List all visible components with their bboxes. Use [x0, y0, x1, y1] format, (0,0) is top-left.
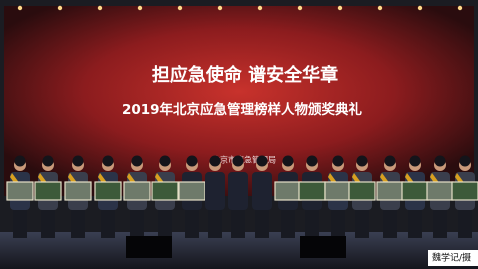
legs — [13, 210, 27, 238]
hair — [357, 156, 368, 167]
legs — [433, 210, 447, 238]
legs — [185, 210, 199, 238]
spotlight — [338, 6, 342, 10]
legs — [383, 210, 397, 238]
plaque — [349, 182, 375, 200]
body — [228, 172, 248, 210]
hair — [460, 156, 471, 167]
plaque — [325, 182, 351, 200]
hair — [333, 156, 344, 167]
hair — [435, 156, 446, 167]
speaker — [300, 236, 346, 258]
spotlight — [218, 6, 222, 10]
plaque — [299, 182, 325, 200]
spotlight — [258, 6, 262, 10]
hair — [187, 156, 198, 167]
page: 担应急使命 谱安全华章 2019年北京应急管理榜样人物颁奖典礼 北京市应急管理局… — [0, 0, 478, 269]
plaque — [402, 182, 428, 200]
hair — [307, 156, 318, 167]
hair — [410, 156, 421, 167]
hair — [43, 156, 54, 167]
plaque — [452, 182, 478, 200]
spotlight — [178, 6, 182, 10]
legs — [101, 210, 115, 238]
plaque — [35, 182, 61, 200]
spotlight — [298, 6, 302, 10]
plaque — [275, 182, 301, 200]
plaque — [179, 182, 205, 200]
photo-credit: 魏学记/摄 — [432, 252, 471, 264]
hair — [15, 156, 26, 167]
legs — [281, 210, 295, 238]
legs — [355, 210, 369, 238]
legs — [408, 210, 422, 238]
legs — [208, 210, 222, 238]
legs — [158, 210, 172, 238]
legs — [41, 210, 55, 238]
legs — [255, 210, 269, 238]
plaque — [427, 182, 453, 200]
spotlight — [378, 6, 382, 10]
speaker — [126, 236, 172, 258]
plaque — [65, 182, 91, 200]
spotlight — [418, 6, 422, 10]
plaque — [7, 182, 33, 200]
hair — [73, 156, 84, 167]
slogan: 担应急使命 谱安全华章 — [152, 64, 338, 86]
plaque — [95, 182, 121, 200]
hair — [233, 156, 244, 167]
legs — [231, 210, 245, 238]
hair — [103, 156, 114, 167]
event-title: 2019年北京应急管理榜样人物颁奖典礼 — [122, 101, 363, 118]
plaque — [377, 182, 403, 200]
hair — [160, 156, 171, 167]
spotlight — [138, 6, 142, 10]
hair — [385, 156, 396, 167]
spotlight — [458, 6, 462, 10]
plaque — [124, 182, 150, 200]
legs — [331, 210, 345, 238]
plaque — [152, 182, 178, 200]
hair — [283, 156, 294, 167]
photo: 担应急使命 谱安全华章 2019年北京应急管理榜样人物颁奖典礼 北京市应急管理局… — [0, 0, 478, 269]
legs — [305, 210, 319, 238]
spotlight — [98, 6, 102, 10]
spotlight — [18, 6, 22, 10]
hair — [210, 156, 221, 167]
legs — [130, 210, 144, 238]
body — [205, 172, 225, 210]
legs — [71, 210, 85, 238]
spotlight — [58, 6, 62, 10]
hair — [132, 156, 143, 167]
body — [252, 172, 272, 210]
hair — [257, 156, 268, 167]
legs — [458, 210, 472, 238]
